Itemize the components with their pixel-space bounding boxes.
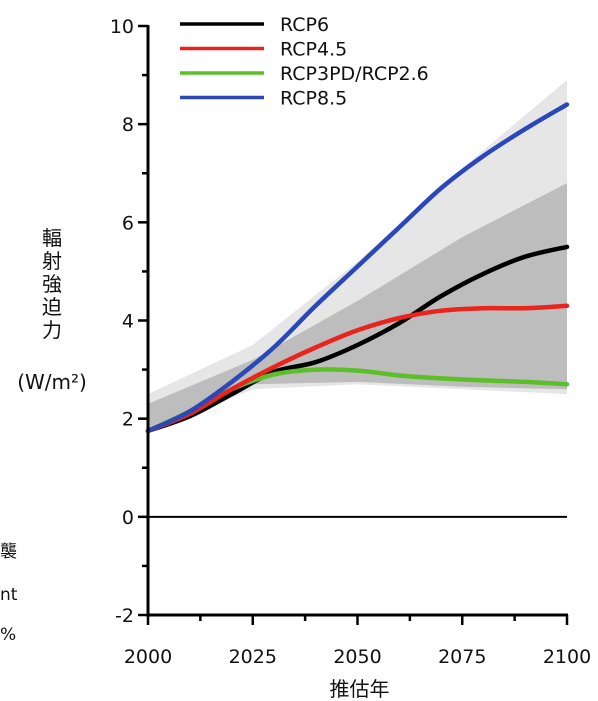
x-ticks: 2000 2025 2050 2075 2100: [124, 615, 591, 668]
x-tick-label: 2075: [438, 646, 486, 668]
series-lines: [145, 102, 570, 434]
y-axis-label-char: 射: [42, 249, 62, 273]
legend-label-rcp8-5: RCP8.5: [280, 88, 347, 110]
y-axis-label-char: 力: [42, 318, 62, 342]
margin-fragment: 襲: [0, 542, 17, 562]
series-line-rcp8-5: [145, 102, 570, 434]
margin-fragment: %: [0, 625, 16, 645]
margin-fragment: nt: [0, 585, 18, 605]
x-axis-label: 推估年: [330, 677, 390, 701]
legend-label-rcp4-5: RCP4.5: [280, 39, 347, 61]
y-tick-label: 0: [122, 507, 134, 529]
y-tick-label: 8: [122, 114, 134, 136]
y-tick-label: -2: [115, 605, 134, 627]
x-tick-label: 2025: [229, 646, 277, 668]
y-ticks: -2 0 2 4 6 8 10: [110, 16, 148, 627]
x-tick-label: 2100: [543, 646, 591, 668]
y-tick-label: 4: [122, 311, 134, 333]
y-axis-label-char: 強: [42, 272, 62, 296]
uncertainty-band-2: [148, 183, 567, 434]
y-tick-label: 2: [122, 409, 134, 431]
y-axis-label-char: 迫: [42, 295, 62, 319]
uncertainty-bands: [148, 80, 567, 434]
y-tick-label: 10: [110, 16, 134, 38]
legend-label-rcp3pd-rcp2-6: RCP3PD/RCP2.6: [280, 63, 429, 85]
legend-label-rcp6: RCP6: [280, 14, 329, 36]
x-tick-label: 2050: [333, 646, 381, 668]
series-line-rcp6: [145, 244, 570, 434]
x-tick-label: 2000: [124, 646, 172, 668]
y-tick-label: 6: [122, 212, 134, 234]
cropped-margin-text: 襲 nt%: [0, 542, 18, 645]
y-axis-label-char: 輻: [42, 226, 62, 250]
y-axis-unit: (W/m²): [17, 370, 87, 394]
series-line-rcp4-5: [145, 303, 570, 434]
